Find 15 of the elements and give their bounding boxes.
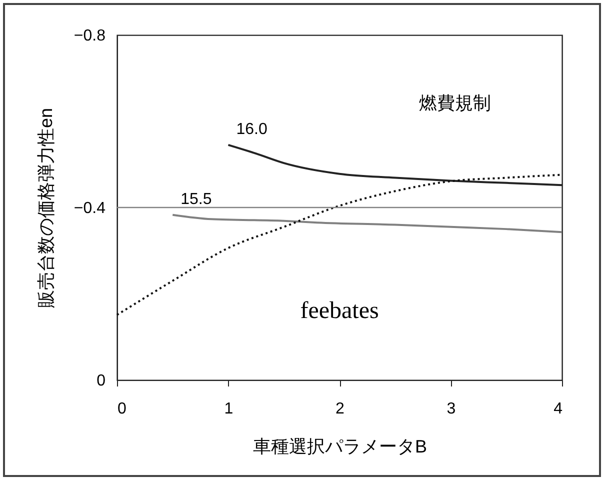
x-tick-label: 4	[554, 400, 563, 418]
series-label: 15.5	[180, 190, 212, 208]
y-axis-title: 販売台数の価格弾力性en	[36, 108, 56, 308]
annotation: 燃費規制	[419, 93, 492, 113]
y-tick-label: −0.8	[74, 28, 106, 44]
y-tick-label: 0	[96, 372, 106, 390]
x-tick-label: 1	[224, 400, 234, 418]
x-tick-label: 3	[446, 400, 456, 418]
x-axis-title: 車種選択パラメータB	[252, 436, 428, 456]
y-tick-label: −0.4	[74, 200, 106, 217]
line-series	[172, 214, 563, 234]
series-label: 16.0	[236, 120, 268, 138]
annotation: feebates	[300, 298, 379, 324]
x-tick-label: 2	[336, 400, 345, 418]
x-tick-label: 0	[118, 400, 126, 418]
